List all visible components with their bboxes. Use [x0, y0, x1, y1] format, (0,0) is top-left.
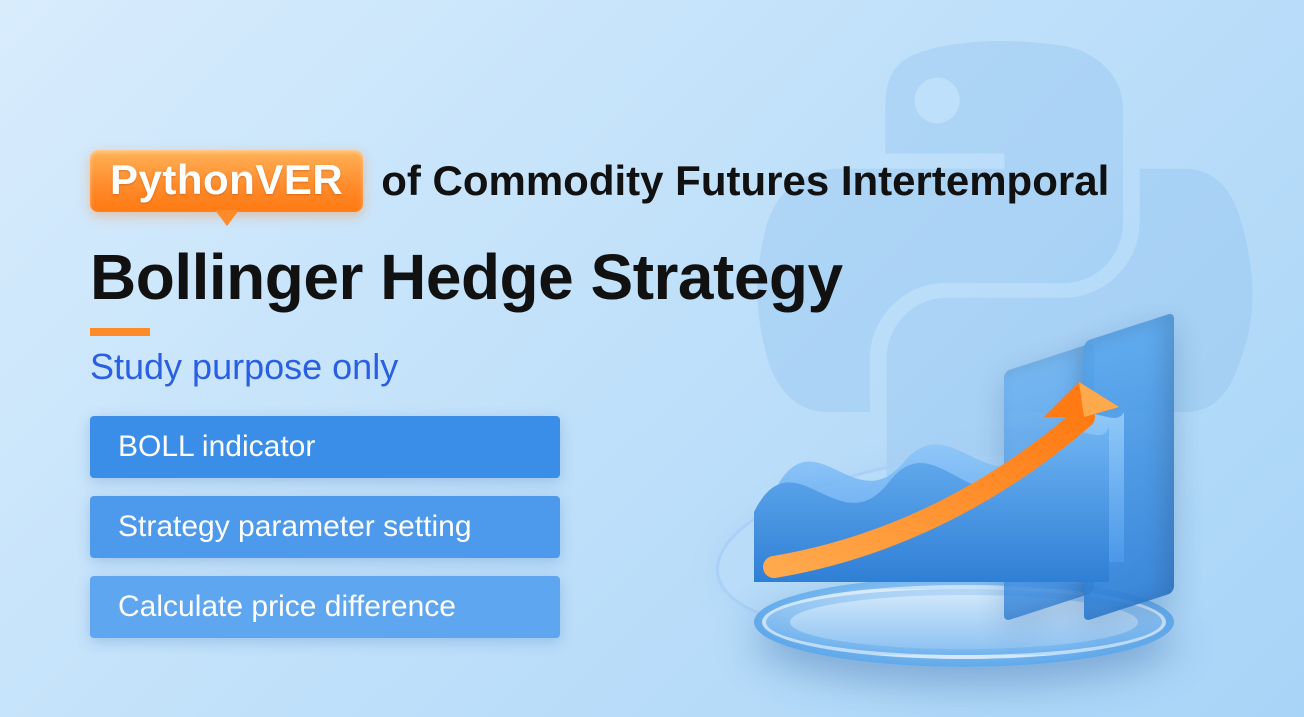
pill-strategy-parameter: Strategy parameter setting: [90, 496, 560, 558]
content: PythonVER of Commodity Futures Intertemp…: [90, 150, 1190, 656]
python-ver-badge: PythonVER: [90, 150, 363, 212]
title-line-1-rest: of Commodity Futures Intertemporal: [381, 157, 1109, 205]
badge-text: PythonVER: [90, 150, 363, 212]
pill-boll-indicator: BOLL indicator: [90, 416, 560, 478]
infographic-canvas: PythonVER of Commodity Futures Intertemp…: [0, 0, 1304, 717]
title-line-2: Bollinger Hedge Strategy: [90, 240, 1190, 314]
title-line-1: PythonVER of Commodity Futures Intertemp…: [90, 150, 1190, 212]
subtitle: Study purpose only: [90, 346, 1190, 388]
accent-bar: [90, 328, 150, 336]
pill-price-difference: Calculate price difference: [90, 576, 560, 638]
